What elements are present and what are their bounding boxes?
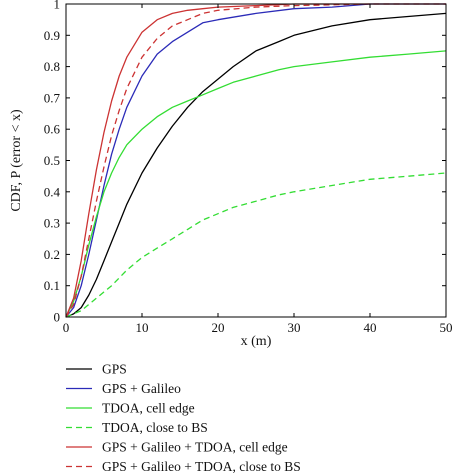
- legend-label-4: TDOA, close to BS: [102, 420, 208, 435]
- x-tick-label: 10: [136, 320, 149, 335]
- y-tick-label: 0.2: [44, 247, 60, 262]
- y-tick-label: 0.9: [44, 28, 60, 43]
- y-tick-label: 0.7: [44, 90, 61, 105]
- legend-label-3: TDOA, cell edge: [102, 401, 195, 416]
- series-line-5: [65, 3, 446, 318]
- x-tick-label: 50: [440, 320, 453, 335]
- y-tick-label: 1: [54, 0, 61, 12]
- legend-label-5: GPS + Galileo + TDOA, cell edge: [102, 440, 288, 455]
- x-axis-title: x (m): [241, 334, 272, 349]
- y-tick-label: 0: [54, 310, 61, 325]
- x-tick-label: 40: [364, 320, 377, 335]
- y-tick-label: 0.3: [44, 216, 60, 231]
- series-line-6: [65, 3, 446, 318]
- x-tick-label: 0: [63, 320, 70, 335]
- y-tick-label: 0.4: [44, 184, 61, 199]
- series-line-1: [65, 12, 447, 318]
- x-tick-label: 20: [212, 320, 225, 335]
- legend-label-2: GPS + Galileo: [102, 381, 181, 396]
- series-layer: [65, 3, 447, 318]
- legend-label-6: GPS + Galileo + TDOA, close to BS: [102, 459, 301, 474]
- legend-label-1: GPS: [102, 362, 127, 377]
- legend: GPS GPS + Galileo TDOA, cell edge TDOA, clo…: [66, 362, 301, 474]
- y-tick-label: 0.5: [44, 153, 60, 168]
- series-line-3: [65, 50, 447, 318]
- series-line-4: [65, 172, 447, 318]
- series-line-2: [65, 3, 446, 318]
- y-tick-label: 0.8: [44, 59, 60, 74]
- y-axis-title: CDF, P (error < x): [9, 109, 24, 212]
- x-tick-label: 30: [288, 320, 301, 335]
- y-tick-label: 0.1: [44, 278, 60, 293]
- axes-layer: 0 10 20 30 40 50 0 0.1 0.2 0.3 0.4 0.5 0.6 0.7 0.8 0.9 1…: [9, 0, 453, 349]
- y-tick-label: 0.6: [44, 122, 61, 137]
